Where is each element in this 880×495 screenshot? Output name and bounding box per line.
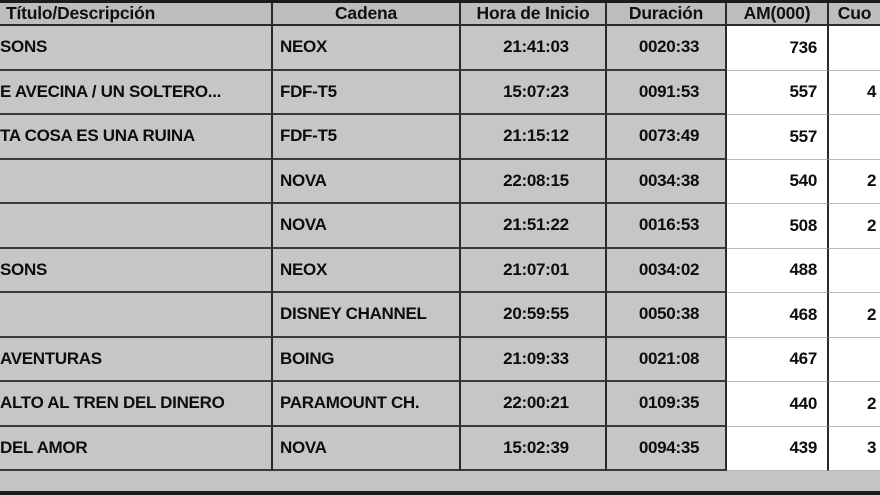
cell-titulo[interactable]: DEL AMOR <box>0 426 273 471</box>
cell-cuota-text: 2 <box>867 393 877 413</box>
cell-titulo[interactable] <box>0 159 273 204</box>
column-header-am[interactable]: AM(000) <box>727 3 829 26</box>
cell-titulo-text: DEL AMOR <box>0 437 88 457</box>
cell-cuota[interactable]: 2 <box>829 293 880 338</box>
cell-duracion[interactable]: 0091:53 <box>607 70 727 115</box>
cell-am[interactable]: 557 <box>727 115 829 160</box>
cell-titulo[interactable]: ALTO AL TREN DEL DINERO <box>0 382 273 427</box>
cell-titulo-text: ALTO AL TREN DEL DINERO <box>0 393 225 413</box>
cell-cuota-text: 3 <box>867 438 877 458</box>
column-header-cuota[interactable]: Cuo <box>829 3 880 26</box>
cell-hora[interactable]: 21:07:01 <box>461 248 607 293</box>
cell-hora[interactable]: 20:59:55 <box>461 293 607 338</box>
cell-hora[interactable]: 21:09:33 <box>461 337 607 382</box>
cell-cadena[interactable]: DISNEY CHANNEL <box>273 293 461 338</box>
cell-titulo[interactable] <box>0 293 273 338</box>
cell-cuota-text: 4 <box>867 82 877 102</box>
cell-titulo-text: TA COSA ES UNA RUINA <box>0 126 195 146</box>
cell-am[interactable]: 439 <box>727 426 829 471</box>
cell-duracion[interactable]: 0020:33 <box>607 26 727 71</box>
cell-titulo[interactable]: E AVECINA / UN SOLTERO... <box>0 70 273 115</box>
cell-duracion[interactable]: 0050:38 <box>607 293 727 338</box>
cell-duracion[interactable]: 0021:08 <box>607 337 727 382</box>
cell-cadena[interactable]: NOVA <box>273 204 461 249</box>
table-grid: Título/Descripción Cadena Hora de Inicio… <box>0 3 880 26</box>
cell-am[interactable]: 736 <box>727 26 829 71</box>
cell-titulo-text: SONS <box>0 37 47 57</box>
column-header-hora[interactable]: Hora de Inicio <box>461 3 607 26</box>
cell-am[interactable]: 508 <box>727 204 829 249</box>
cell-titulo-text: E AVECINA / UN SOLTERO... <box>0 81 222 101</box>
cell-titulo-text: AVENTURAS <box>0 348 102 368</box>
cell-duracion[interactable]: 0034:38 <box>607 159 727 204</box>
cell-duracion[interactable]: 0034:02 <box>607 248 727 293</box>
cell-am[interactable]: 440 <box>727 382 829 427</box>
cell-duracion[interactable]: 0109:35 <box>607 382 727 427</box>
cell-titulo[interactable]: SONS <box>0 26 273 71</box>
cell-hora[interactable]: 21:41:03 <box>461 26 607 71</box>
cell-cuota[interactable] <box>829 337 880 382</box>
cell-cuota-text: 2 <box>867 215 877 235</box>
column-header-titulo[interactable]: Título/Descripción <box>0 3 273 26</box>
cell-cadena[interactable]: NEOX <box>273 26 461 71</box>
cell-titulo-text: SONS <box>0 259 47 279</box>
cell-hora[interactable]: 22:08:15 <box>461 159 607 204</box>
cell-titulo[interactable]: TA COSA ES UNA RUINA <box>0 115 273 160</box>
cell-cadena[interactable]: NEOX <box>273 248 461 293</box>
cell-hora[interactable]: 15:07:23 <box>461 70 607 115</box>
cell-titulo[interactable]: SONS <box>0 248 273 293</box>
cell-am[interactable]: 488 <box>727 248 829 293</box>
cell-hora[interactable]: 15:02:39 <box>461 426 607 471</box>
cell-am[interactable]: 540 <box>727 159 829 204</box>
cell-am[interactable]: 557 <box>727 70 829 115</box>
column-header-duracion[interactable]: Duración <box>607 3 727 26</box>
cell-hora[interactable]: 22:00:21 <box>461 382 607 427</box>
table-body: SONS NEOX 21:41:03 0020:33 736 E AVECINA / UN… <box>0 26 880 471</box>
cell-hora[interactable]: 21:15:12 <box>461 115 607 160</box>
cell-duracion[interactable]: 0016:53 <box>607 204 727 249</box>
cell-cuota-text: 2 <box>867 171 877 191</box>
cell-titulo[interactable]: AVENTURAS <box>0 337 273 382</box>
cell-cadena[interactable]: NOVA <box>273 159 461 204</box>
cell-cadena[interactable]: PARAMOUNT CH. <box>273 382 461 427</box>
cell-cadena[interactable]: FDF-T5 <box>273 115 461 160</box>
column-header-cadena[interactable]: Cadena <box>273 3 461 26</box>
cell-hora[interactable]: 21:51:22 <box>461 204 607 249</box>
cell-cuota[interactable]: 2 <box>829 159 880 204</box>
cell-duracion[interactable]: 0073:49 <box>607 115 727 160</box>
cell-cuota-text: 2 <box>867 304 877 324</box>
cell-cadena[interactable]: NOVA <box>273 426 461 471</box>
cell-titulo[interactable] <box>0 204 273 249</box>
cell-cuota[interactable] <box>829 115 880 160</box>
cell-cuota[interactable]: 2 <box>829 382 880 427</box>
cell-am[interactable]: 467 <box>727 337 829 382</box>
cell-cuota[interactable] <box>829 26 880 71</box>
cell-cadena[interactable]: BOING <box>273 337 461 382</box>
cell-cuota[interactable]: 4 <box>829 70 880 115</box>
cell-cuota[interactable]: 2 <box>829 204 880 249</box>
cell-cadena[interactable]: FDF-T5 <box>273 70 461 115</box>
cell-cuota[interactable]: 3 <box>829 426 880 471</box>
cell-cuota[interactable] <box>829 248 880 293</box>
cell-duracion[interactable]: 0094:35 <box>607 426 727 471</box>
cell-am[interactable]: 468 <box>727 293 829 338</box>
